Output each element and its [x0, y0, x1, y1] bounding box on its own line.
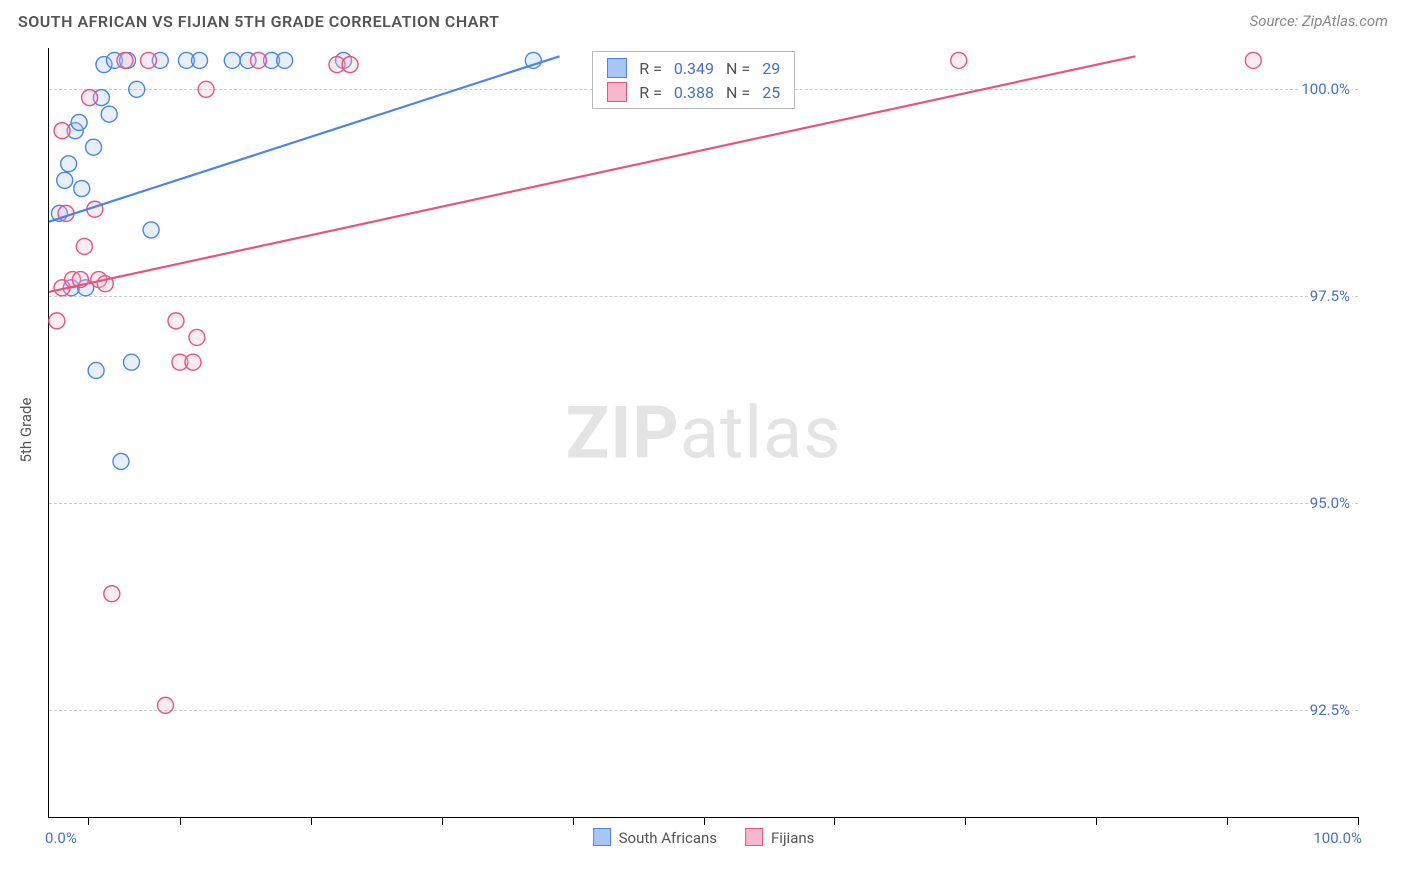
- scatter-point: [82, 90, 98, 106]
- x-tick: [88, 817, 89, 825]
- scatter-point: [342, 57, 358, 73]
- x-min-label: 0.0%: [45, 829, 77, 847]
- scatter-point: [129, 81, 145, 97]
- scatter-point: [71, 114, 87, 130]
- scatter-point: [57, 172, 73, 188]
- chart-header: SOUTH AFRICAN VS FIJIAN 5TH GRADE CORREL…: [0, 0, 1406, 44]
- stat-n-label-0: N =: [726, 59, 750, 78]
- chart-source: Source: ZipAtlas.com: [1250, 12, 1388, 30]
- scatter-point: [198, 81, 214, 97]
- stat-n-value-0: 29: [762, 59, 780, 78]
- scatter-point: [86, 139, 102, 155]
- scatter-point: [61, 156, 77, 172]
- plot-area: ZIPatlas 100.0%97.5%95.0%92.5% 0.0% 100.…: [48, 48, 1358, 818]
- scatter-svg: [49, 48, 1358, 817]
- stat-r-label-1: R =: [639, 83, 662, 102]
- scatter-point: [113, 453, 129, 469]
- scatter-point: [76, 238, 92, 254]
- bottom-legend: South Africans Fijians: [593, 828, 815, 847]
- scatter-point: [101, 106, 117, 122]
- scatter-point: [143, 222, 159, 238]
- legend-swatch-south-africans: [593, 828, 611, 846]
- stat-box: R = 0.349 N = 29 R = 0.388 N = 25: [592, 51, 795, 109]
- stat-swatch-fijians: [607, 82, 627, 102]
- stat-r-value-1: 0.388: [674, 83, 714, 102]
- stat-swatch-south-africans: [607, 58, 627, 78]
- x-tick: [573, 817, 574, 825]
- chart-title: SOUTH AFRICAN VS FIJIAN 5TH GRADE CORREL…: [18, 12, 499, 31]
- scatter-point: [1245, 52, 1261, 68]
- scatter-point: [168, 313, 184, 329]
- x-tick: [442, 817, 443, 825]
- legend-item-fijians: Fijians: [745, 828, 814, 847]
- scatter-point: [951, 52, 967, 68]
- x-tick: [1096, 817, 1097, 825]
- legend-label-south-africans: South Africans: [619, 829, 717, 847]
- stat-r-label-0: R =: [639, 59, 662, 78]
- scatter-point: [224, 52, 240, 68]
- scatter-point: [104, 586, 120, 602]
- scatter-point: [140, 52, 156, 68]
- scatter-point: [250, 52, 266, 68]
- legend-swatch-fijians: [745, 828, 763, 846]
- stat-n-label-1: N =: [726, 83, 750, 102]
- scatter-point: [54, 123, 70, 139]
- x-tick: [311, 817, 312, 825]
- x-tick: [965, 817, 966, 825]
- scatter-point: [88, 362, 104, 378]
- scatter-point: [158, 697, 174, 713]
- stat-row-fijians: R = 0.388 N = 25: [593, 80, 794, 104]
- x-tick: [1227, 817, 1228, 825]
- stat-n-value-1: 25: [762, 83, 780, 102]
- scatter-point: [277, 52, 293, 68]
- x-tick: [180, 817, 181, 825]
- stat-r-value-0: 0.349: [674, 59, 714, 78]
- scatter-point: [189, 329, 205, 345]
- x-max-label: 100.0%: [1313, 829, 1362, 847]
- scatter-point: [49, 313, 65, 329]
- legend-label-fijians: Fijians: [771, 829, 814, 847]
- y-axis-label: 5th Grade: [17, 398, 35, 463]
- scatter-point: [185, 354, 201, 370]
- stat-row-south-africans: R = 0.349 N = 29: [593, 56, 794, 80]
- x-tick: [1358, 817, 1359, 825]
- scatter-point: [123, 354, 139, 370]
- scatter-point: [192, 52, 208, 68]
- legend-item-south-africans: South Africans: [593, 828, 717, 847]
- x-tick: [834, 817, 835, 825]
- scatter-point: [117, 52, 133, 68]
- scatter-point: [74, 181, 90, 197]
- x-tick: [704, 817, 705, 825]
